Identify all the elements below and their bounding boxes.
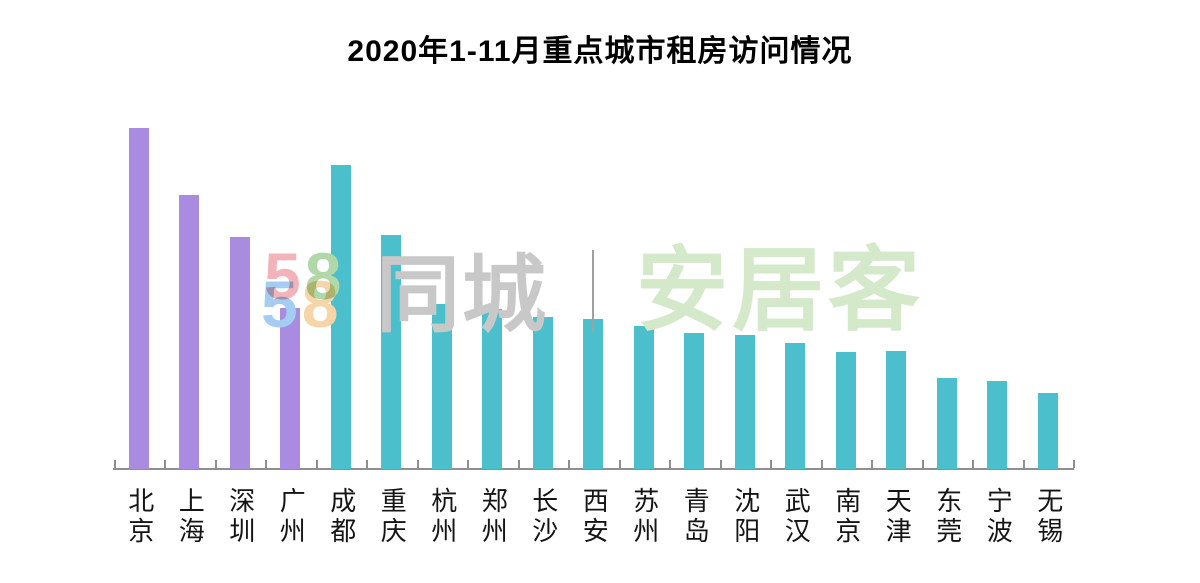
x-axis-label: 成都 — [326, 487, 357, 547]
x-axis-tick — [921, 460, 924, 468]
x-axis-tick — [1022, 460, 1025, 468]
x-axis-label: 重庆 — [377, 487, 408, 547]
x-axis-tick — [214, 460, 217, 468]
x-axis-tick — [113, 460, 116, 468]
x-axis-tick — [315, 460, 318, 468]
x-axis-label: 东莞 — [932, 487, 963, 547]
x-axis-label: 南京 — [831, 487, 862, 547]
x-axis-label: 长沙 — [528, 487, 559, 547]
x-axis-tick — [568, 460, 570, 468]
x-axis-tick — [871, 460, 873, 468]
bar — [785, 343, 806, 469]
x-axis-label: 天津 — [882, 487, 913, 547]
bar — [330, 165, 351, 469]
bar — [431, 304, 452, 469]
bar — [482, 309, 503, 469]
bar — [936, 378, 957, 469]
x-axis-label: 苏州 — [629, 487, 660, 547]
x-axis-tick — [618, 460, 621, 468]
x-axis-label: 郑州 — [478, 487, 509, 547]
x-axis-tick — [719, 460, 722, 468]
x-axis-tick — [265, 460, 267, 468]
x-axis-tick — [770, 460, 772, 468]
x-axis-label: 武汉 — [781, 487, 812, 547]
bar — [987, 381, 1008, 469]
x-axis-tick — [517, 460, 520, 468]
x-axis-tick — [366, 460, 368, 468]
bar — [734, 335, 755, 469]
bar — [128, 128, 149, 469]
x-axis-tick — [972, 460, 974, 468]
bar — [179, 195, 200, 469]
bar — [684, 333, 705, 469]
x-axis-line — [113, 468, 1074, 470]
x-axis-tick — [820, 460, 823, 468]
x-axis-label: 杭州 — [427, 487, 458, 547]
bar — [1037, 393, 1058, 469]
bar — [835, 352, 856, 469]
chart-title: 2020年1-11月重点城市租房访问情况 — [347, 35, 853, 68]
x-axis-tick — [164, 460, 166, 468]
bar — [532, 317, 553, 469]
x-axis-label: 北京 — [124, 487, 155, 547]
x-axis-tick — [416, 460, 419, 468]
x-axis-tick — [467, 460, 469, 468]
bar — [280, 308, 301, 469]
x-axis-tick — [669, 460, 671, 468]
x-axis-label: 青岛 — [680, 487, 711, 547]
bar — [583, 319, 604, 469]
bar — [633, 326, 654, 469]
x-axis-label: 西安 — [579, 487, 610, 547]
bar — [381, 235, 402, 469]
x-axis-label: 深圳 — [225, 487, 256, 547]
bar — [229, 237, 250, 469]
x-axis-label: 无锡 — [1033, 487, 1064, 547]
x-axis-label: 沈阳 — [730, 487, 761, 547]
x-axis-label: 宁波 — [983, 487, 1014, 547]
x-axis-label: 广州 — [276, 487, 307, 547]
x-axis-label: 上海 — [175, 487, 206, 547]
bar — [886, 351, 907, 469]
x-axis-tick — [1073, 460, 1075, 468]
